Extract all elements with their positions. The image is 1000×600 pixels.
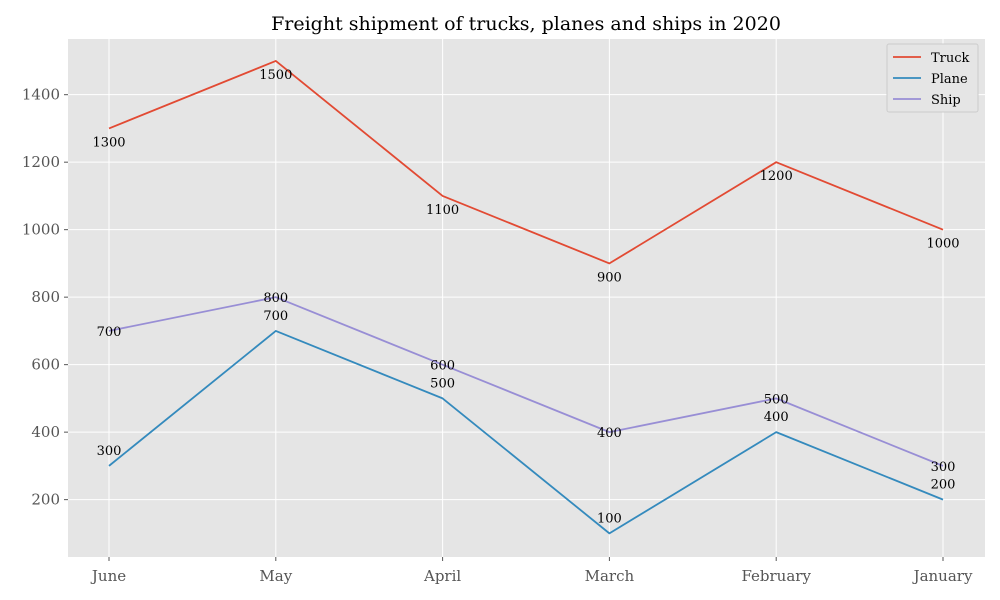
gridlines: [68, 39, 985, 557]
x-tick-label: February: [741, 567, 811, 585]
legend-label-plane: Plane: [931, 72, 968, 87]
x-tick-label: March: [585, 567, 635, 585]
data-label-plane: 100: [597, 511, 622, 526]
data-label-plane: 500: [430, 376, 455, 391]
data-label-ship: 700: [97, 325, 122, 340]
legend-box: [886, 43, 979, 113]
legend-label-truck: Truck: [931, 51, 970, 66]
plot-area: [68, 39, 985, 557]
data-label-ship: 500: [764, 392, 789, 407]
y-tick-label: 200: [31, 491, 60, 509]
series-lines: [108, 60, 944, 535]
data-label-truck: 900: [597, 270, 622, 285]
data-label-ship: 400: [597, 426, 622, 441]
data-label-plane: 200: [931, 478, 956, 493]
data-label-truck: 1500: [259, 68, 292, 83]
data-labels: 1300 1500 1100 900 1200 1000 300 700 500 100 400 20…: [92, 68, 959, 526]
data-label-plane: 300: [97, 444, 122, 459]
data-label-ship: 300: [931, 460, 956, 475]
series-line-ship: [108, 296, 944, 467]
series-line-plane: [108, 330, 944, 535]
x-tick-label: January: [912, 567, 973, 585]
y-tick-label: 800: [31, 288, 60, 306]
y-tick-label: 1400: [22, 86, 60, 104]
data-label-truck: 1100: [426, 203, 459, 218]
data-label-plane: 400: [764, 410, 789, 425]
y-tick-label: 1000: [22, 221, 60, 239]
legend: Truck Plane Ship: [886, 43, 979, 113]
x-tick-label: April: [423, 567, 461, 585]
y-tick-label: 600: [31, 356, 60, 374]
series-line-truck: [108, 60, 944, 265]
y-tick-label: 400: [31, 423, 60, 441]
x-tick-label: May: [259, 567, 292, 585]
data-label-truck: 1000: [926, 237, 959, 252]
y-tick-label: 1200: [22, 153, 60, 171]
data-label-ship: 800: [263, 291, 288, 306]
data-label-ship: 600: [430, 359, 455, 374]
chart-title: Freight shipment of trucks, planes and s…: [271, 13, 781, 35]
data-label-plane: 700: [263, 309, 288, 324]
data-label-truck: 1300: [92, 135, 125, 150]
legend-label-ship: Ship: [931, 93, 961, 108]
x-tick-label: June: [90, 567, 126, 585]
axis-ticks: 200 400 600 800 1000 1200 1400 June May April Marc…: [22, 86, 973, 585]
data-label-truck: 1200: [760, 169, 793, 184]
